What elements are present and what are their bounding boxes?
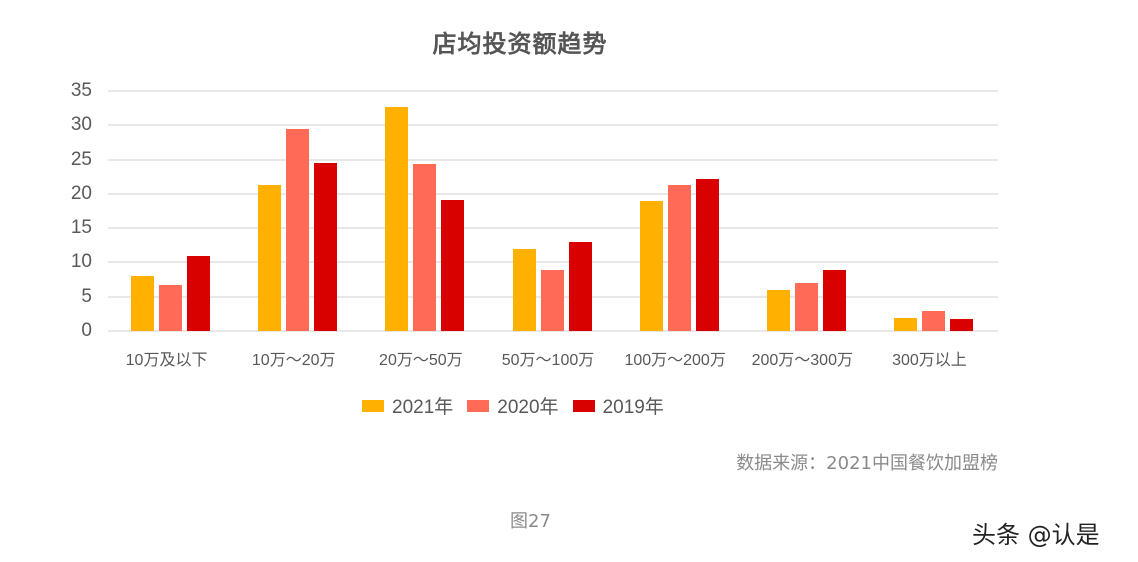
bar (441, 200, 465, 331)
bar (314, 163, 338, 331)
x-tick-label: 100万～200万 (624, 352, 726, 369)
bar (695, 178, 719, 331)
bar (512, 248, 536, 331)
bar (921, 311, 945, 331)
bar-group (639, 91, 719, 331)
bar-group (766, 91, 846, 331)
bar (639, 200, 663, 331)
legend-swatch-icon (362, 399, 384, 412)
watermark: 头条 @认是 (972, 521, 1100, 549)
legend-swatch-icon (572, 399, 595, 412)
bar-group (258, 91, 338, 331)
bar (187, 255, 211, 331)
y-tick-label: 30 (70, 114, 92, 136)
x-tick-label: 10万及以下 (125, 352, 208, 369)
legend-item: 2021年 (362, 392, 453, 419)
plot-area (108, 90, 998, 332)
bar-group (385, 91, 465, 331)
figure-label: 图27 (510, 511, 551, 532)
x-tick-label: 50万～100万 (501, 352, 595, 369)
y-tick-label: 35 (70, 80, 92, 101)
gridline (108, 261, 998, 264)
bar (794, 283, 818, 331)
y-tick-label: 25 (70, 148, 92, 170)
legend-swatch-icon (467, 399, 490, 412)
legend-label: 2021年 (392, 397, 454, 418)
bar (131, 276, 155, 331)
chart-title: 店均投资额趋势 (432, 30, 608, 58)
bar (413, 164, 437, 331)
legend-label: 2019年 (602, 397, 664, 418)
bar (893, 317, 917, 331)
bar (385, 107, 409, 331)
y-tick-label: 10 (70, 251, 92, 273)
bar (286, 129, 310, 331)
bar-group (512, 91, 592, 331)
bar (822, 269, 846, 331)
gridline (108, 330, 998, 332)
bar (667, 184, 691, 331)
y-tick-label: 0 (81, 320, 92, 341)
y-tick-label: 15 (70, 217, 92, 239)
x-tick-label: 200万～300万 (751, 352, 853, 369)
bar-group (893, 91, 973, 331)
x-tick-label: 20万～50万 (379, 352, 463, 369)
gridline (108, 192, 998, 195)
y-tick-label: 20 (70, 182, 92, 204)
legend-item: 2019年 (572, 392, 664, 419)
x-tick-label: 10万～20万 (251, 352, 336, 369)
gridline (108, 124, 998, 127)
gridline (108, 90, 998, 92)
x-tick-label: 300万以上 (892, 352, 967, 369)
bar (258, 184, 282, 331)
bar-group (131, 91, 211, 331)
bar (766, 289, 790, 331)
legend: 2021年 2020年 2019年 (362, 392, 678, 419)
bar (540, 269, 564, 331)
gridline (108, 158, 998, 161)
source-note: 数据来源：2021中国餐饮加盟榜 (736, 453, 998, 474)
y-tick-label: 5 (81, 285, 92, 307)
bar (949, 319, 973, 331)
gridline (108, 227, 998, 230)
bar (159, 285, 183, 331)
legend-item: 2020年 (467, 392, 559, 419)
bar (568, 241, 592, 331)
legend-label: 2020年 (497, 397, 559, 418)
